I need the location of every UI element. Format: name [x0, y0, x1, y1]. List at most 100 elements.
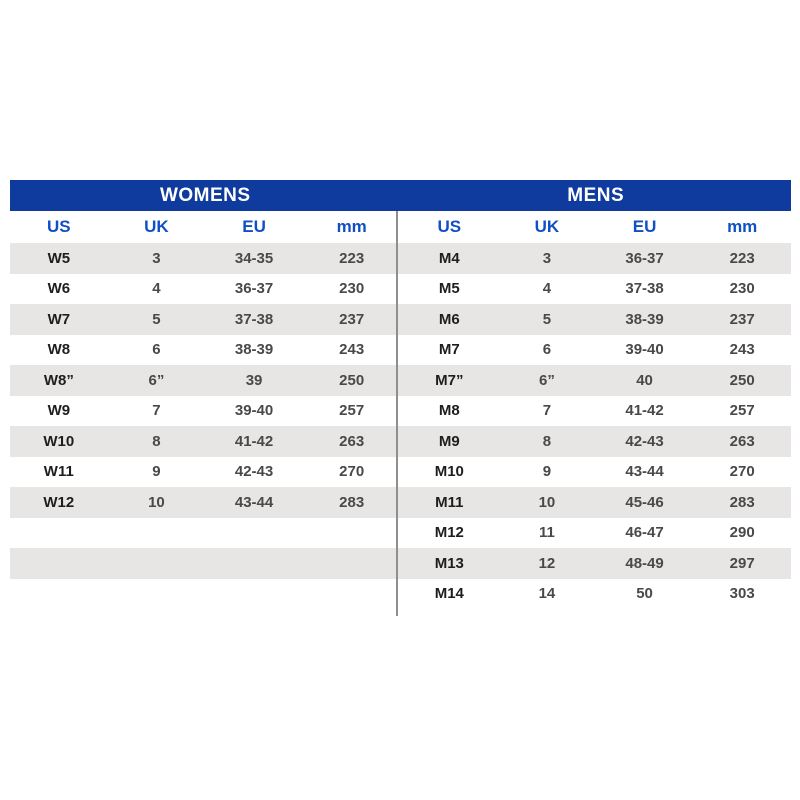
- table-cell: M9: [438, 432, 460, 450]
- table-cell: 37-38: [234, 310, 274, 328]
- table-cell: 290: [729, 524, 755, 542]
- table-row: W9 7 39-40 257: [10, 396, 401, 427]
- table-row: M4 3 36-37 223: [400, 243, 791, 274]
- table-cell: 5: [542, 310, 552, 328]
- section-header-bar: WOMENS MENS: [10, 180, 791, 211]
- table-cell: 6”: [148, 371, 165, 389]
- column-header: US: [47, 217, 71, 236]
- table-cell: M8: [438, 402, 460, 420]
- table-cell: 41-42: [234, 432, 274, 450]
- table-cell: W6: [47, 280, 71, 298]
- table-cell: M12: [434, 524, 464, 542]
- table-cell: W8: [47, 341, 71, 359]
- table-divider-line: [396, 211, 398, 616]
- table-row: W8 6 38-39 243: [10, 335, 401, 366]
- table-cell: 6”: [539, 371, 555, 389]
- table-cell: 257: [339, 402, 365, 420]
- table-cell: 3: [542, 249, 552, 267]
- table-cell: M10: [434, 463, 464, 481]
- table-cell: 45-46: [625, 493, 664, 511]
- table-cell: [205, 548, 303, 579]
- table-cell: [205, 518, 303, 549]
- table-row: W10 8 41-42 263: [10, 426, 401, 457]
- table-cell: 10: [538, 493, 556, 511]
- table-cell: 50: [636, 585, 653, 603]
- table-cell: 10: [148, 493, 165, 511]
- table-row: W6 4 36-37 230: [10, 274, 401, 305]
- table-cell: 9: [152, 463, 161, 481]
- table-cell: 7: [152, 402, 161, 420]
- table-cell: W9: [47, 402, 71, 420]
- table-row: [10, 579, 401, 610]
- table-cell: 48-49: [625, 554, 664, 572]
- table-cell: 270: [339, 463, 365, 481]
- table-cell: 43-44: [625, 463, 664, 481]
- table-row: M11 10 45-46 283: [400, 487, 791, 518]
- column-header: US: [437, 217, 462, 236]
- column-header-row: US UK EU mm: [400, 211, 791, 243]
- table-cell: 8: [152, 432, 161, 450]
- table-cell: 38-39: [625, 310, 664, 328]
- table-cell: 39-40: [625, 341, 664, 359]
- table-row: M7” 6” 40 250: [400, 365, 791, 396]
- table-cell: 243: [729, 341, 755, 359]
- table-cell: 263: [729, 432, 755, 450]
- table-cell: 270: [729, 463, 755, 481]
- mens-section-title: MENS: [567, 184, 625, 206]
- table-cell: 42-43: [625, 432, 664, 450]
- table-cell: M13: [434, 554, 464, 572]
- table-cell: [303, 579, 401, 610]
- table-row: W12 10 43-44 283: [10, 487, 401, 518]
- table-cell: M7: [438, 341, 460, 359]
- shoe-size-chart: WOMENS MENS US UK EU mm W5 3 34-35 223 W6 4 36-37 2…: [10, 180, 792, 616]
- table-cell: 14: [538, 585, 556, 603]
- table-cell: 37-38: [625, 280, 664, 298]
- column-header-row: US UK EU mm: [10, 211, 401, 243]
- table-cell: M14: [434, 585, 464, 603]
- table-cell: [108, 579, 206, 610]
- table-cell: 46-47: [625, 524, 664, 542]
- table-cell: W8”: [43, 371, 74, 389]
- table-cell: [108, 518, 206, 549]
- column-header: EU: [242, 217, 266, 236]
- table-cell: 283: [339, 493, 365, 511]
- table-row: [10, 548, 401, 579]
- table-cell: 36-37: [625, 249, 664, 267]
- table-cell: 250: [729, 371, 755, 389]
- column-header: UK: [534, 217, 560, 236]
- table-cell: 41-42: [625, 402, 664, 420]
- table-cell: 39: [245, 371, 263, 389]
- table-cell: 237: [729, 310, 755, 328]
- table-cell: [10, 579, 108, 610]
- column-header: mm: [336, 217, 367, 236]
- table-cell: 36-37: [234, 280, 274, 298]
- womens-table: US UK EU mm W5 3 34-35 223 W6 4 36-37 230 W7 5 37-38 23…: [10, 211, 401, 609]
- table-cell: [10, 518, 108, 549]
- table-row: W5 3 34-35 223: [10, 243, 401, 274]
- table-cell: [303, 518, 401, 549]
- table-cell: 297: [729, 554, 755, 572]
- table-cell: W11: [43, 463, 74, 481]
- table-cell: [303, 548, 401, 579]
- table-cell: 223: [729, 249, 755, 267]
- table-cell: M6: [438, 310, 460, 328]
- table-cell: 243: [339, 341, 365, 359]
- table-cell: 38-39: [234, 341, 274, 359]
- table-row: W8” 6” 39 250: [10, 365, 401, 396]
- table-row: M9 8 42-43 263: [400, 426, 791, 457]
- table-cell: M7”: [435, 371, 464, 389]
- table-cell: 283: [729, 493, 755, 511]
- table-cell: 4: [542, 280, 552, 298]
- table-row: M5 4 37-38 230: [401, 274, 792, 305]
- column-header: EU: [632, 217, 657, 236]
- table-cell: 4: [152, 280, 161, 298]
- chart-body: US UK EU mm W5 3 34-35 223 W6 4 36-37 230 W7 5 37-38 23…: [10, 211, 792, 616]
- table-row: W7 5 37-38 237: [10, 304, 401, 335]
- table-cell: W5: [47, 249, 71, 267]
- table-cell: 5: [152, 310, 161, 328]
- table-cell: W12: [43, 493, 75, 511]
- table-cell: 43-44: [234, 493, 274, 511]
- table-cell: 11: [539, 524, 555, 542]
- table-cell: 34-35: [234, 249, 274, 267]
- table-row: M7 6 39-40 243: [401, 335, 792, 366]
